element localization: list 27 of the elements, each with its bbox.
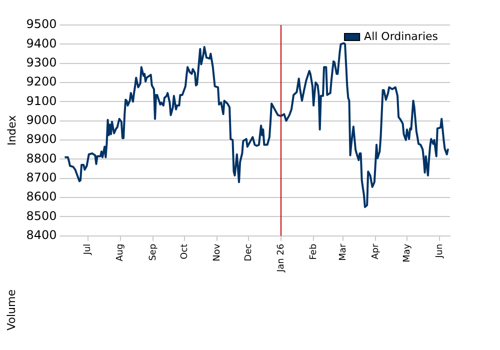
y-tick-label: 8600: [26, 190, 57, 204]
x-tick-label: Nov: [212, 243, 222, 262]
x-tick-label: Jun: [434, 244, 445, 259]
y-tick-label: 8700: [26, 170, 57, 184]
y-tick-label: 9300: [26, 55, 57, 70]
y-tick-label: 9100: [26, 94, 57, 108]
y-tick-label: 8400: [26, 228, 57, 242]
y-tick-label: 8900: [26, 132, 57, 146]
y-tick-label: 9400: [26, 36, 57, 50]
legend-label: All Ordinaries: [364, 30, 438, 43]
x-tick-label: Jan 26: [276, 244, 286, 273]
x-tick-label: Aug: [116, 244, 126, 262]
x-tick-label: Jul: [83, 244, 94, 256]
y-tick-label: 8500: [26, 208, 57, 223]
x-tick-label: Apr: [370, 244, 381, 260]
y-tick-label: 8800: [26, 151, 57, 166]
x-tick-label: Sep: [148, 244, 158, 261]
x-tick-label: Oct: [180, 243, 190, 260]
x-tick-label: Mar: [338, 244, 348, 261]
x-tick-label: May: [402, 243, 412, 262]
x-tick-label: Feb: [308, 244, 319, 260]
y-axis-title: Index: [5, 114, 18, 146]
y-tick-label: 9200: [26, 74, 57, 89]
text: Volume: [4, 289, 18, 330]
y-tick-label: 9500: [26, 17, 57, 32]
y-tick-label: 9000: [26, 112, 57, 127]
x-tick-label: Dec: [244, 244, 254, 262]
